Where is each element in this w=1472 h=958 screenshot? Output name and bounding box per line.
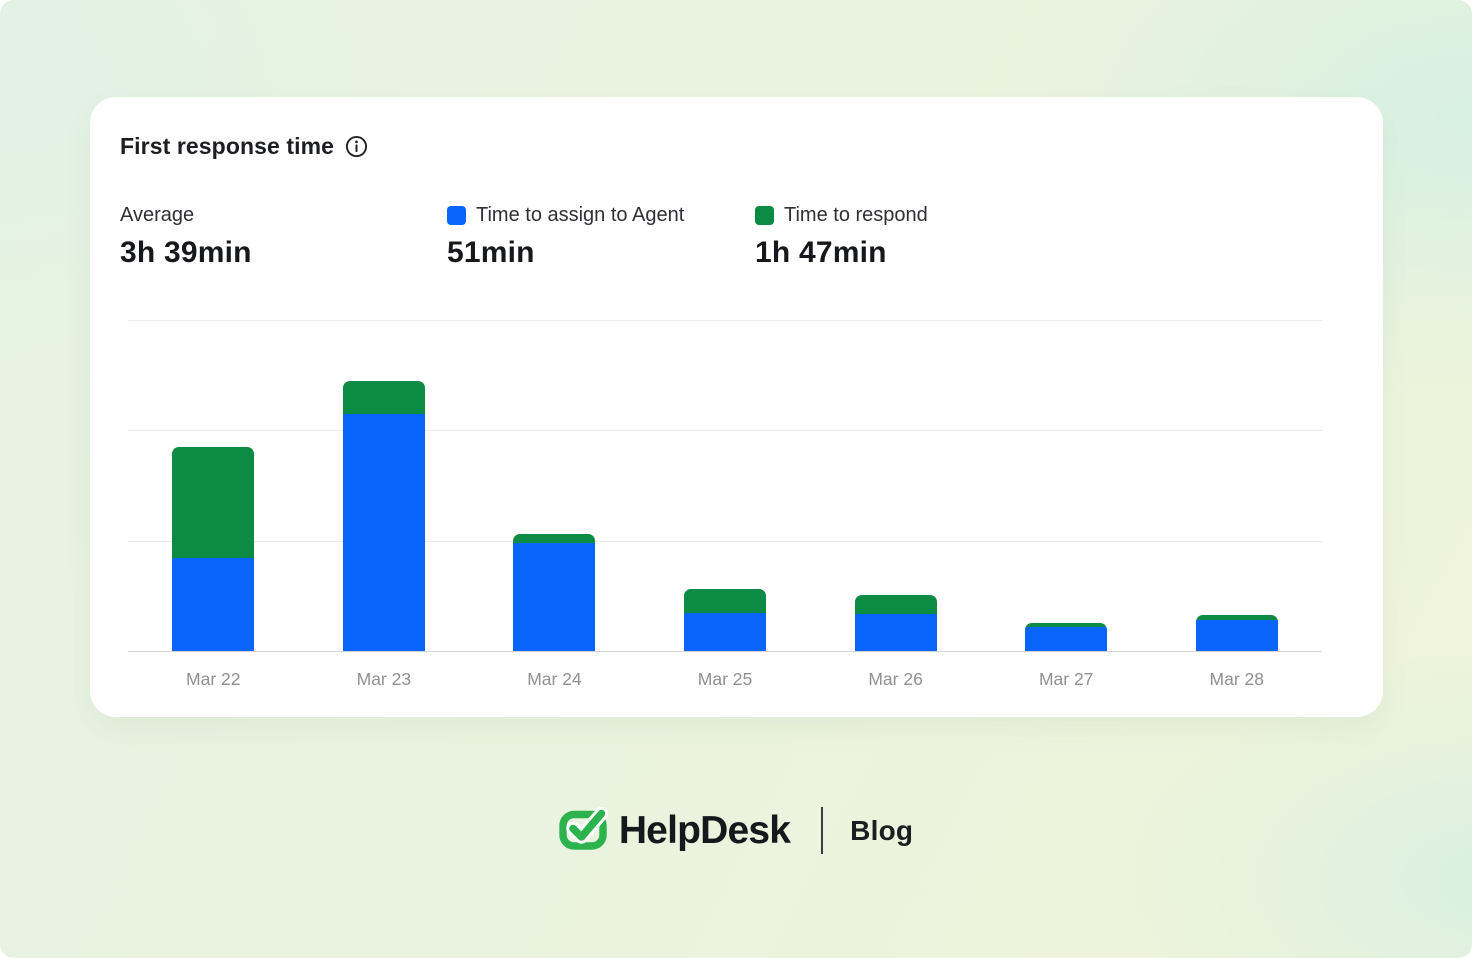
x-axis-label: Mar 27 bbox=[1038, 669, 1094, 689]
segment-time-to-assign bbox=[854, 614, 937, 651]
segment-time-to-respond bbox=[172, 447, 255, 558]
segment-time-to-assign bbox=[684, 613, 767, 651]
stacked-bar-chart: Mar 22 Mar 23 Mar 24 Mar 25 Mar 26 Mar 27 Mar … bbox=[128, 320, 1322, 689]
stacked-bar-mar-24 bbox=[513, 534, 596, 651]
bar-slots: Mar 22 Mar 23 Mar 24 Mar 25 Mar 26 Mar 27 Mar … bbox=[128, 320, 1322, 689]
blog-label: Blog bbox=[850, 814, 914, 846]
stat-time-to-respond-label: Time to respond bbox=[784, 203, 928, 226]
segment-time-to-respond bbox=[513, 534, 596, 543]
x-axis-label: Mar 25 bbox=[697, 669, 753, 689]
first-response-time-card: First response time Average 3h 39min Tim… bbox=[90, 97, 1383, 717]
bar-slot: Mar 22 bbox=[128, 320, 299, 689]
stat-average-label: Average bbox=[120, 203, 195, 226]
segment-time-to-respond bbox=[1195, 615, 1278, 620]
segment-time-to-respond bbox=[1025, 623, 1108, 627]
segment-time-to-assign bbox=[513, 543, 596, 651]
bar-slot: Mar 24 bbox=[469, 320, 640, 689]
stat-average-value: 3h 39min bbox=[120, 236, 252, 269]
gridline bbox=[128, 541, 1322, 542]
segment-time-to-respond bbox=[684, 589, 767, 613]
card-header: First response time bbox=[120, 133, 368, 160]
stacked-bar-mar-27 bbox=[1025, 623, 1108, 651]
segment-time-to-assign bbox=[1025, 627, 1108, 651]
gridline bbox=[128, 430, 1322, 431]
segment-time-to-assign bbox=[172, 558, 255, 651]
legend-swatch-green-icon bbox=[755, 205, 774, 225]
segment-time-to-assign bbox=[342, 414, 425, 651]
stacked-bar-mar-22 bbox=[172, 447, 255, 651]
segment-time-to-assign bbox=[1195, 620, 1278, 651]
x-axis-label: Mar 23 bbox=[356, 669, 412, 689]
stat-average: Average 3h 39min bbox=[120, 203, 252, 270]
stat-time-to-respond-value: 1h 47min bbox=[755, 236, 887, 269]
bar-slot: Mar 26 bbox=[810, 320, 981, 689]
x-axis-label: Mar 26 bbox=[868, 669, 923, 689]
card-title: First response time bbox=[120, 133, 335, 159]
info-circle-icon[interactable] bbox=[345, 135, 368, 158]
bar-slot: Mar 28 bbox=[1151, 320, 1322, 689]
stat-time-to-assign-label: Time to assign to Agent bbox=[476, 203, 685, 226]
legend-swatch-blue-icon bbox=[447, 205, 466, 225]
helpdesk-logo-icon bbox=[559, 806, 609, 855]
segment-time-to-respond bbox=[342, 381, 425, 414]
stat-time-to-assign: Time to assign to Agent 51min bbox=[447, 203, 684, 270]
stacked-bar-mar-23 bbox=[342, 381, 425, 651]
bar-slot: Mar 23 bbox=[299, 320, 470, 689]
footer-branding: HelpDesk Blog bbox=[0, 806, 1472, 855]
helpdesk-wordmark: HelpDesk bbox=[618, 808, 791, 852]
footer-divider bbox=[821, 807, 824, 854]
bar-slot: Mar 27 bbox=[981, 320, 1152, 689]
segment-time-to-respond bbox=[854, 595, 937, 614]
bar-slot: Mar 25 bbox=[640, 320, 811, 689]
x-axis-label: Mar 22 bbox=[186, 669, 241, 689]
stat-time-to-respond: Time to respond 1h 47min bbox=[755, 203, 928, 270]
x-axis-line bbox=[128, 651, 1322, 652]
stacked-bar-mar-25 bbox=[684, 589, 767, 651]
stacked-bar-mar-28 bbox=[1195, 615, 1278, 651]
stacked-bar-mar-26 bbox=[854, 595, 937, 651]
stat-time-to-assign-value: 51min bbox=[447, 236, 535, 269]
x-axis-label: Mar 24 bbox=[527, 669, 582, 689]
x-axis-label: Mar 28 bbox=[1209, 669, 1264, 689]
gridline bbox=[128, 320, 1322, 321]
